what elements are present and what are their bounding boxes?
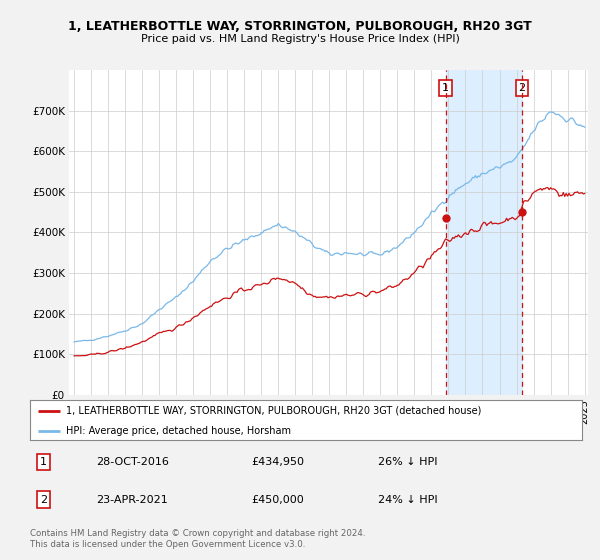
Text: 1, LEATHERBOTTLE WAY, STORRINGTON, PULBOROUGH, RH20 3GT (detached house): 1, LEATHERBOTTLE WAY, STORRINGTON, PULBO… bbox=[66, 406, 481, 416]
Text: 28-OCT-2016: 28-OCT-2016 bbox=[96, 457, 169, 467]
Bar bbox=[446, 70, 522, 395]
Text: 23-APR-2021: 23-APR-2021 bbox=[96, 494, 168, 505]
Text: 2: 2 bbox=[518, 83, 526, 93]
Text: 1: 1 bbox=[40, 457, 47, 467]
Text: HPI: Average price, detached house, Horsham: HPI: Average price, detached house, Hors… bbox=[66, 426, 291, 436]
Text: Contains HM Land Registry data © Crown copyright and database right 2024.
This d: Contains HM Land Registry data © Crown c… bbox=[30, 529, 365, 549]
Text: 24% ↓ HPI: 24% ↓ HPI bbox=[378, 494, 437, 505]
Text: 1: 1 bbox=[442, 83, 449, 93]
Text: 2: 2 bbox=[40, 494, 47, 505]
Text: 1, LEATHERBOTTLE WAY, STORRINGTON, PULBOROUGH, RH20 3GT: 1, LEATHERBOTTLE WAY, STORRINGTON, PULBO… bbox=[68, 20, 532, 32]
Text: £450,000: £450,000 bbox=[251, 494, 304, 505]
Text: Price paid vs. HM Land Registry's House Price Index (HPI): Price paid vs. HM Land Registry's House … bbox=[140, 34, 460, 44]
Text: £434,950: £434,950 bbox=[251, 457, 304, 467]
Text: 26% ↓ HPI: 26% ↓ HPI bbox=[378, 457, 437, 467]
